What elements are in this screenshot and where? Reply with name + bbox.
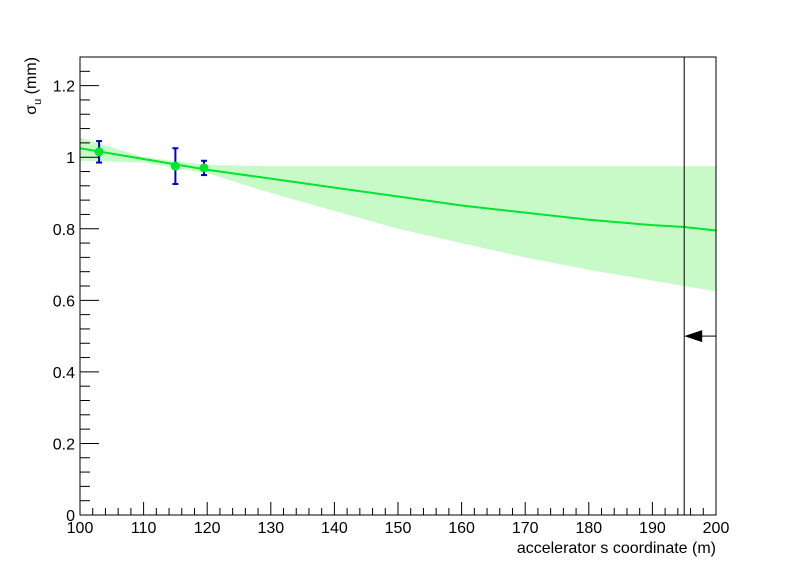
- x-tick-label: 160: [448, 520, 475, 537]
- y-axis-title-symbol: σ: [23, 105, 40, 115]
- y-axis-title-unit: (mm): [23, 57, 40, 99]
- x-tick-label: 110: [131, 520, 157, 537]
- confidence-band: [80, 137, 716, 292]
- fit-line: [79, 147, 717, 232]
- data-point-layer: [94, 147, 209, 173]
- x-tick-label: 120: [194, 520, 221, 537]
- x-tick-label: 190: [639, 520, 666, 537]
- y-tick-label: 0.6: [53, 293, 75, 310]
- x-tick-label: 200: [703, 520, 730, 537]
- x-tick-label: 170: [512, 520, 539, 537]
- y-axis-title-subscript: u: [32, 99, 44, 105]
- x-tick-label: 130: [257, 520, 284, 537]
- x-tick-label: 150: [385, 520, 412, 537]
- confidence-band-layer: [80, 137, 716, 292]
- y-tick-label: 1.2: [53, 79, 75, 96]
- data-point: [170, 161, 180, 171]
- x-tick-label: 100: [67, 520, 94, 537]
- y-tick-label: 1: [66, 150, 75, 167]
- x-axis-title: accelerator s coordinate (m): [517, 540, 716, 557]
- plot-frame: [79, 56, 717, 516]
- fit-line-layer: [79, 147, 717, 232]
- x-tick-label: 140: [321, 520, 348, 537]
- x-tick-label: 180: [575, 520, 602, 537]
- data-point: [199, 163, 209, 173]
- y-tick-label: 0.8: [53, 222, 75, 239]
- axis-layer: 100 110 120 130 140 150 160 170 180 190 200 0 0.2 0.4…: [53, 56, 730, 537]
- y-axis-title: σu (mm): [23, 57, 44, 115]
- y-tick-label: 0: [66, 508, 75, 525]
- annotation-layer: [683, 57, 716, 515]
- y-tick-label: 0.4: [53, 365, 75, 382]
- data-point: [94, 147, 104, 157]
- arrow-head: [684, 330, 703, 343]
- y-tick-label: 0.2: [53, 436, 75, 453]
